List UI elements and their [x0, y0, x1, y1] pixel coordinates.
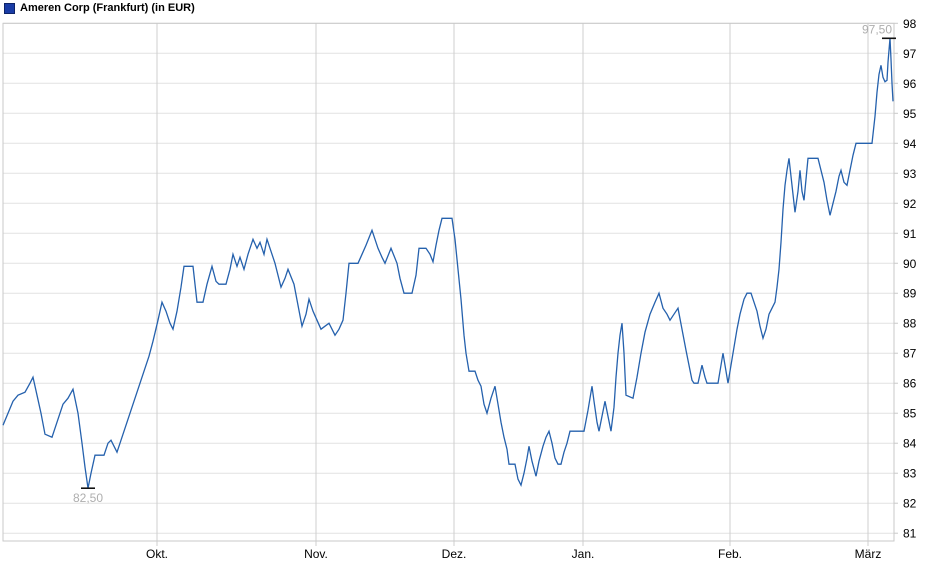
x-axis-label: Okt. [146, 547, 168, 561]
y-axis-label: 95 [903, 107, 917, 121]
x-axis-label: Jan. [572, 547, 595, 561]
max-value-label: 97,50 [862, 22, 892, 36]
x-axis-label: März [855, 547, 882, 561]
y-axis-label: 94 [903, 137, 917, 151]
price-line [2, 38, 894, 489]
y-axis-label: 85 [903, 407, 917, 421]
plot-border [2, 22, 895, 542]
y-axis-label: 87 [903, 347, 917, 361]
chart-title: Ameren Corp (Frankfurt) (in EUR) [20, 2, 195, 14]
y-axis-label: 81 [903, 527, 917, 541]
y-axis-label: 93 [903, 167, 917, 181]
x-axis-label: Dez. [442, 547, 467, 561]
y-axis-label: 88 [903, 317, 917, 331]
y-axis-label: 83 [903, 467, 917, 481]
y-axis-label: 82 [903, 497, 917, 511]
y-axis-label: 90 [903, 257, 917, 271]
y-axis-label: 89 [903, 287, 917, 301]
x-axis-label: Feb. [718, 547, 742, 561]
y-axis-label: 86 [903, 377, 917, 391]
y-axis-label: 98 [903, 17, 917, 31]
y-axis-label: 91 [903, 227, 917, 241]
y-axis-label: 84 [903, 437, 917, 451]
y-axis-label: 92 [903, 197, 917, 211]
y-axis-label: 97 [903, 47, 917, 61]
y-axis-label: 96 [903, 77, 917, 91]
chart-legend: Ameren Corp (Frankfurt) (in EUR) [4, 2, 195, 14]
x-axis-label: Nov. [304, 547, 328, 561]
legend-color-swatch [4, 2, 15, 14]
min-value-label: 82,50 [73, 491, 103, 505]
